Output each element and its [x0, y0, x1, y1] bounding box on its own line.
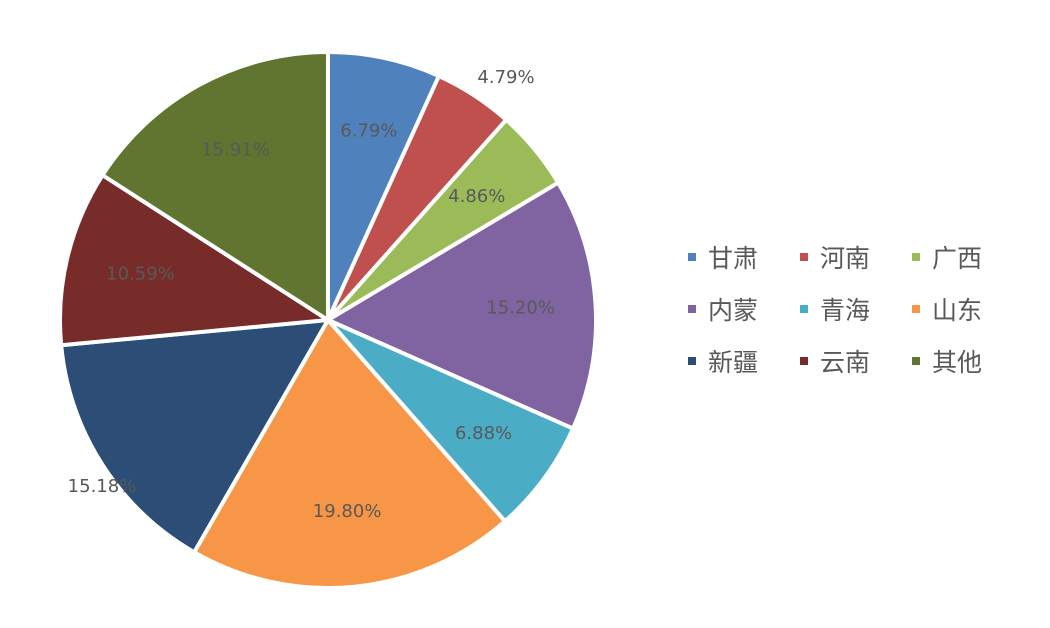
legend-label-3: 内蒙 [708, 296, 759, 325]
pie-slice-8 [99, 49, 330, 324]
legend-item-8: 其他 [912, 346, 983, 377]
pie-slice-3 [323, 179, 598, 432]
pie-slice-4 [326, 318, 576, 525]
pie-slice-5 [191, 316, 508, 590]
legend-swatch-5 [912, 305, 920, 313]
chart-legend: 甘肃 河南 广西内蒙 青海 山东新疆 云南 其他 [688, 242, 1008, 402]
legend-label-0: 甘肃 [708, 244, 759, 273]
pie-label-2: 4.86% [448, 186, 505, 207]
legend-swatch-7 [800, 357, 808, 365]
pie-slice-0 [326, 49, 442, 321]
legend-label-1: 河南 [820, 244, 871, 273]
pie-label-0: 6.79% [340, 120, 397, 141]
legend-swatch-2 [912, 253, 920, 261]
legend-swatch-6 [688, 357, 696, 365]
legend-item-4: 青海 [800, 294, 871, 325]
legend-swatch-4 [800, 305, 808, 313]
legend-swatch-3 [688, 305, 696, 313]
legend-label-7: 云南 [820, 348, 871, 377]
pie-label-7: 10.59% [106, 263, 175, 284]
legend-item-5: 山东 [912, 294, 983, 325]
legend-label-4: 青海 [820, 296, 871, 325]
legend-swatch-1 [800, 253, 808, 261]
legend-item-1: 河南 [800, 242, 871, 273]
legend-item-3: 内蒙 [688, 294, 759, 325]
pie-label-5: 19.80% [313, 501, 382, 522]
legend-swatch-8 [912, 357, 920, 365]
legend-item-7: 云南 [800, 346, 871, 377]
pie-label-3: 15.20% [486, 297, 555, 318]
legend-item-6: 新疆 [688, 346, 759, 377]
pie-slice-6 [59, 317, 332, 555]
pie-label-1: 4.79% [477, 67, 534, 88]
legend-label-5: 山东 [932, 296, 983, 325]
legend-label-6: 新疆 [708, 348, 759, 377]
legend-label-2: 广西 [932, 244, 983, 273]
pie-label-4: 6.88% [455, 423, 512, 444]
pie-slice-7 [58, 172, 334, 348]
legend-label-8: 其他 [932, 348, 983, 377]
pie-label-6: 15.18% [68, 476, 137, 497]
legend-item-2: 广西 [912, 242, 983, 273]
pie-label-8: 15.91% [201, 140, 270, 161]
legend-item-0: 甘肃 [688, 242, 759, 273]
legend-swatch-0 [688, 253, 696, 261]
